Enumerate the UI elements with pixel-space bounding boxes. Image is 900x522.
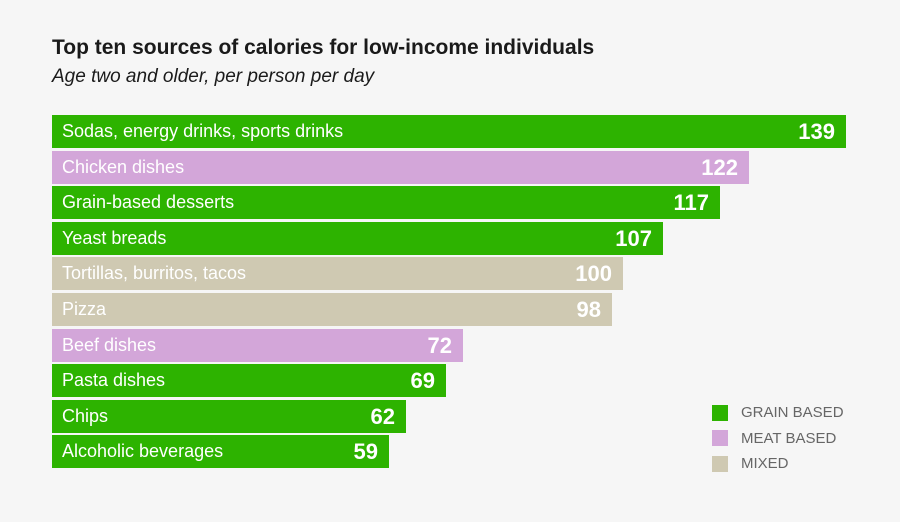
chart-legend: GRAIN BASED MEAT BASED MIXED — [712, 400, 844, 477]
chart-subtitle: Age two and older, per person per day — [52, 66, 375, 87]
bar-label: Beef dishes — [62, 334, 157, 355]
legend-swatch — [712, 430, 728, 447]
bar: Sodas, energy drinks, sports drinks 139 — [52, 115, 846, 148]
legend-label: MIXED — [741, 455, 789, 473]
bar-chart: Sodas, energy drinks, sports drinks 139 Ch… — [52, 115, 852, 475]
bar-value-label: 139 — [798, 119, 835, 144]
bar-value-label: 59 — [353, 439, 378, 465]
bar-value-label: 72 — [427, 332, 452, 358]
bar-value-label: 100 — [575, 261, 612, 287]
bar: Tortillas, burritos, tacos 100 — [52, 257, 623, 291]
legend-item-grain: GRAIN BASED — [712, 400, 844, 426]
legend-item-meat: MEAT BASED — [712, 426, 844, 452]
bar-value-label: 98 — [576, 297, 601, 322]
legend-label: MEAT BASED — [741, 429, 837, 447]
bar: Pizza 98 — [52, 293, 612, 326]
bar-label: Chicken dishes — [62, 156, 185, 177]
bar-label: Pasta dishes — [62, 370, 166, 391]
bar: Grain-based desserts 117 — [52, 186, 720, 220]
bar-label: Tortillas, burritos, tacos — [62, 263, 247, 284]
chart-title: Top ten sources of calories for low-inco… — [52, 36, 595, 59]
legend-label: GRAIN BASED — [741, 404, 844, 422]
bar-value-label: 69 — [410, 368, 435, 394]
legend-item-mixed: MIXED — [712, 451, 844, 477]
bar-label: Pizza — [62, 299, 107, 319]
bar: Chips 62 — [52, 399, 406, 433]
bar-value-label: 107 — [615, 225, 652, 251]
bar-label: Chips — [62, 405, 109, 426]
bar-label: Alcoholic beverages — [62, 441, 224, 462]
bar-label: Sodas, energy drinks, sports drinks — [62, 121, 344, 141]
bar: Pasta dishes 69 — [52, 364, 446, 398]
bar-label: Yeast breads — [62, 227, 167, 248]
bar: Yeast breads 107 — [52, 221, 663, 255]
legend-swatch — [712, 455, 728, 472]
bar: Beef dishes 72 — [52, 328, 463, 362]
bar-value-label: 122 — [701, 154, 738, 180]
bar: Chicken dishes 122 — [52, 150, 749, 184]
legend-swatch — [712, 404, 728, 421]
bar-value-label: 117 — [673, 190, 710, 216]
bar: Alcoholic beverages 59 — [52, 435, 389, 469]
bar-label: Grain-based desserts — [62, 192, 235, 213]
bar-value-label: 62 — [370, 403, 395, 429]
